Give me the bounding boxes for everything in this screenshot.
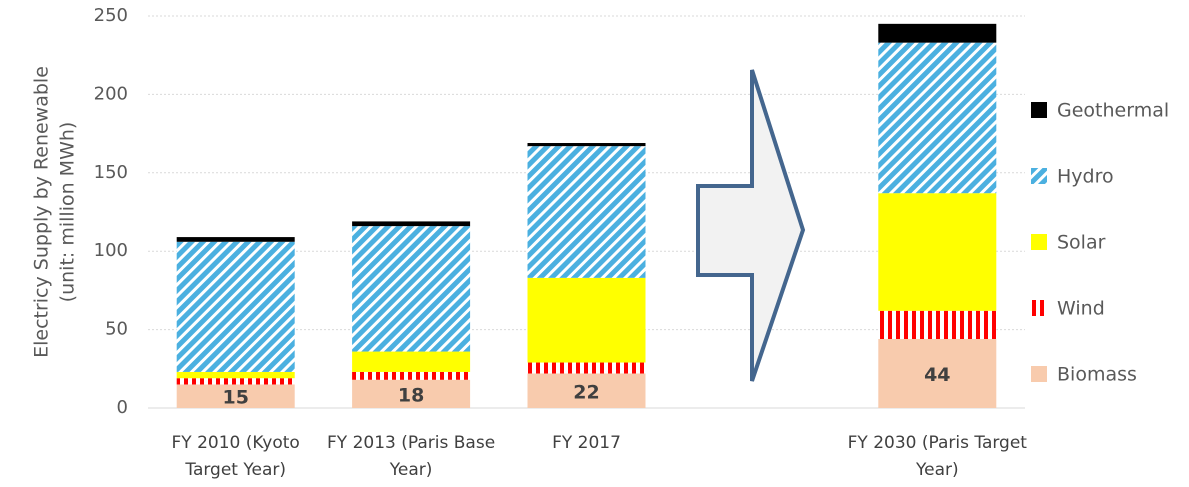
bar-segment xyxy=(176,371,295,379)
bar-segment xyxy=(352,371,471,380)
y-tick-label: 100 xyxy=(94,240,128,261)
y-axis-title: Electricy Supply by Renewable xyxy=(31,66,53,358)
x-tick-label: FY 2013 (Paris Base Year) xyxy=(327,433,496,480)
bar-segment xyxy=(527,143,646,147)
legend-swatch xyxy=(1031,234,1047,250)
data-label: 18 xyxy=(398,384,424,406)
legend-swatch xyxy=(1031,168,1047,184)
y-tick-label: 150 xyxy=(94,162,128,183)
y-tick-label: 0 xyxy=(117,397,128,418)
legend-swatch xyxy=(1031,300,1047,316)
bar-segment xyxy=(352,226,471,352)
bar-segment xyxy=(352,351,471,372)
bar-segment xyxy=(878,310,997,340)
bar-segment xyxy=(878,23,997,43)
bar-segment xyxy=(878,42,997,194)
bar-segment xyxy=(878,339,997,408)
x-tick-label: FY 2010 (Kyoto Target Year) xyxy=(171,433,300,480)
x-tick-label: FY 2030 (Paris Target Year) xyxy=(847,433,1027,480)
data-label: 15 xyxy=(222,387,248,409)
bar-segment xyxy=(176,237,295,242)
bar-segment xyxy=(352,379,471,408)
bar-segment xyxy=(527,146,646,278)
bar-segment xyxy=(176,241,295,372)
bar-segment xyxy=(527,373,646,408)
bar-segment xyxy=(878,193,997,311)
legend-label: Wind xyxy=(1057,298,1105,320)
data-label: 22 xyxy=(573,381,599,403)
legend-label: Geothermal xyxy=(1057,100,1169,122)
bar-segment xyxy=(352,221,471,227)
legend-label: Solar xyxy=(1057,232,1106,254)
y-axis-title: (unit: million MWh) xyxy=(57,122,79,303)
y-tick-label: 200 xyxy=(94,83,128,104)
arrow xyxy=(696,69,806,382)
bar-segment xyxy=(176,384,295,408)
legend-swatch xyxy=(1031,102,1047,118)
legend-label: Biomass xyxy=(1057,364,1137,386)
legend-swatch xyxy=(1031,366,1047,382)
y-tick-label: 250 xyxy=(94,5,128,26)
bar-segment xyxy=(527,362,646,374)
x-tick-label: FY 2017 xyxy=(552,433,621,453)
bar-segment xyxy=(176,378,295,385)
legend-label: Hydro xyxy=(1057,166,1114,188)
y-tick-label: 50 xyxy=(105,319,128,340)
data-label: 44 xyxy=(924,364,950,386)
bar-segment xyxy=(527,277,646,363)
